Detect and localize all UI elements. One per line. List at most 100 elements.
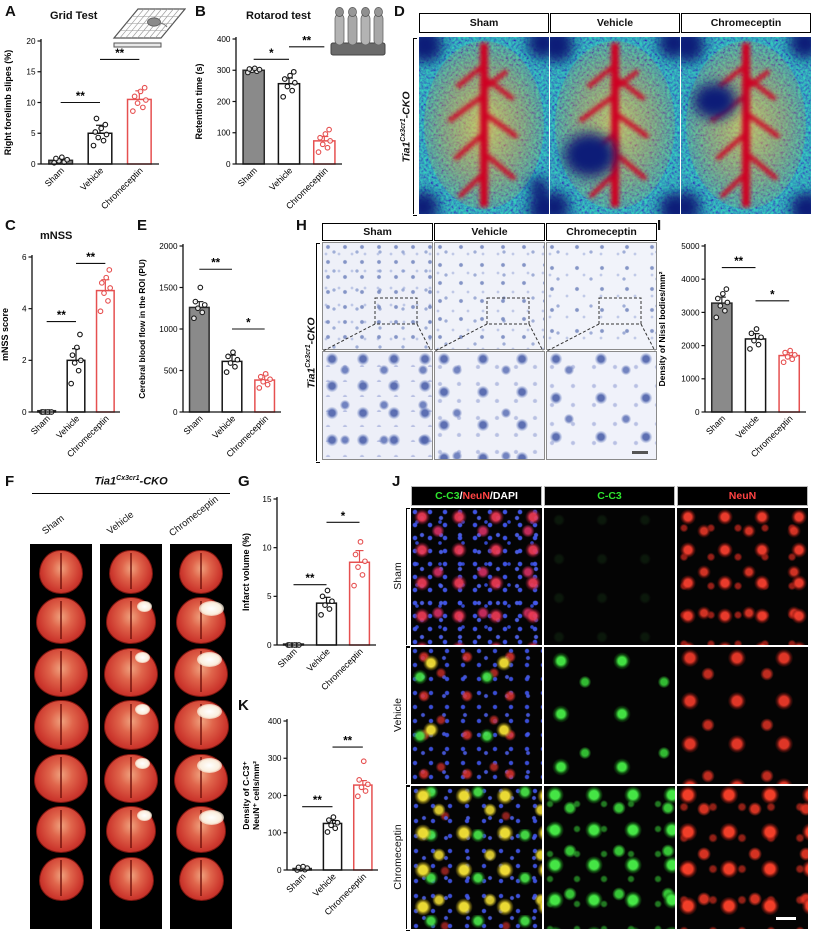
panel-d-letter: D <box>394 3 405 20</box>
svg-text:0: 0 <box>173 408 178 417</box>
panel-j-bracket-chromeceptin <box>406 786 410 931</box>
brain-slice <box>178 856 224 901</box>
svg-text:*: * <box>341 511 346 523</box>
nissl-image-vehicle-low <box>434 242 545 350</box>
svg-text:5: 5 <box>31 129 36 138</box>
infarct-region <box>199 601 224 616</box>
svg-text:1500: 1500 <box>159 283 178 292</box>
svg-text:Chromeceptin: Chromeceptin <box>99 165 145 211</box>
scale-bar <box>632 451 648 454</box>
svg-text:4000: 4000 <box>681 275 700 284</box>
panel-f-strain-header: Tia1Cx3cr1-CKO <box>94 475 168 488</box>
brain-slice <box>39 549 83 594</box>
panel-f-letter: F <box>5 473 15 490</box>
nissl-image-chromeceptin-high <box>546 351 657 460</box>
svg-text:4: 4 <box>22 305 27 314</box>
svg-text:Vehicle: Vehicle <box>267 165 294 192</box>
svg-text:0: 0 <box>277 866 282 875</box>
svg-text:0: 0 <box>22 408 27 417</box>
panel-h-letter: H <box>296 217 307 234</box>
brain-slice <box>108 856 154 901</box>
panel-f-col-chromeceptin: Chromeceptin <box>167 493 221 539</box>
if-image-sham-neun <box>677 508 808 645</box>
svg-text:300: 300 <box>268 754 282 763</box>
svg-text:15: 15 <box>262 495 272 504</box>
panel-c-letter: C <box>5 217 16 234</box>
panel-j-bracket-vehicle <box>406 647 410 786</box>
if-image-chromeceptin-cc3 <box>544 786 675 929</box>
panel-j-row-vehicle: Vehicle <box>392 698 404 732</box>
infarct-region <box>196 704 222 719</box>
panel-h-header-sham: Sham <box>322 223 433 241</box>
brain-slice <box>176 597 226 644</box>
svg-text:100: 100 <box>268 829 282 838</box>
brain-slice <box>103 700 159 750</box>
brain-strip-chromeceptin <box>170 544 232 929</box>
svg-text:400: 400 <box>217 35 231 44</box>
svg-text:20: 20 <box>26 37 36 46</box>
svg-text:NeuN⁺ cells/mm²: NeuN⁺ cells/mm² <box>251 761 261 830</box>
if-image-vehicle-neun <box>677 647 808 784</box>
infarct-region <box>197 757 222 773</box>
svg-text:10: 10 <box>262 544 272 553</box>
panel-j-row-sham: Sham <box>392 562 404 590</box>
svg-text:Sham: Sham <box>181 413 204 436</box>
svg-text:500: 500 <box>164 366 178 375</box>
svg-text:5: 5 <box>267 592 272 601</box>
svg-text:1000: 1000 <box>681 375 700 384</box>
infarct-region <box>137 601 152 612</box>
svg-text:Sham: Sham <box>236 165 259 188</box>
svg-text:0: 0 <box>695 408 700 417</box>
panel-h-strain-label: Tia1Cx3cr1-CKO <box>305 317 318 389</box>
svg-text:2000: 2000 <box>681 342 700 351</box>
svg-text:**: ** <box>306 573 315 585</box>
svg-text:Sham: Sham <box>29 413 52 436</box>
if-image-sham-cc3 <box>544 508 675 645</box>
infarct-region <box>135 651 150 663</box>
laser-speckle-image-sham <box>419 37 549 214</box>
panel-c-title: mNSS <box>40 230 73 242</box>
svg-text:Sham: Sham <box>704 413 727 436</box>
panel-j-row-chromeceptin: Chromeceptin <box>392 824 404 890</box>
laser-speckle-image-vehicle <box>550 37 680 214</box>
panel-d-header-chromeceptin: Chromeceptin <box>681 13 811 33</box>
infarct-region <box>199 810 224 825</box>
svg-text:3000: 3000 <box>681 308 700 317</box>
brain-slice <box>34 753 88 803</box>
svg-text:**: ** <box>76 91 85 103</box>
brain-strip-sham <box>30 544 92 929</box>
panel-j-bracket-sham <box>406 508 410 647</box>
svg-text:**: ** <box>302 35 311 47</box>
svg-text:mNSS score: mNSS score <box>0 308 10 361</box>
brain-slice <box>174 753 228 803</box>
brain-slice <box>36 806 86 853</box>
if-image-chromeceptin-merge <box>411 786 542 929</box>
brain-strip-vehicle <box>100 544 162 929</box>
svg-text:200: 200 <box>217 97 231 106</box>
svg-text:Sham: Sham <box>43 165 66 188</box>
svg-text:300: 300 <box>217 66 231 75</box>
svg-text:Right forelimb slipes (%): Right forelimb slipes (%) <box>3 50 13 156</box>
svg-text:**: ** <box>313 795 322 807</box>
scale-bar <box>776 917 796 920</box>
svg-text:*: * <box>770 289 775 301</box>
panel-j-header-neun: NeuN <box>677 486 808 506</box>
panel-a-letter: A <box>5 3 16 20</box>
svg-text:Density of Nissl bodies/mm²: Density of Nissl bodies/mm² <box>657 271 667 386</box>
nissl-image-vehicle-high <box>434 351 545 460</box>
if-image-chromeceptin-neun <box>677 786 808 929</box>
svg-text:Cerebral blood flow in the ROI: Cerebral blood flow in the ROI (PU) <box>137 259 147 399</box>
svg-text:10: 10 <box>26 98 36 107</box>
panel-f-col-vehicle: Vehicle <box>105 509 137 537</box>
brain-slice <box>106 806 156 853</box>
panel-j-header-cc3: C-C3 <box>544 486 675 506</box>
infarct-region <box>137 810 152 821</box>
panel-d-row-bracket <box>413 38 417 216</box>
panel-d-strain-label: Tia1Cx3cr1-CKO <box>400 91 413 163</box>
svg-text:2: 2 <box>22 356 27 365</box>
panel-j-header-merge: C-C3/NeuN/DAPI <box>411 486 542 506</box>
